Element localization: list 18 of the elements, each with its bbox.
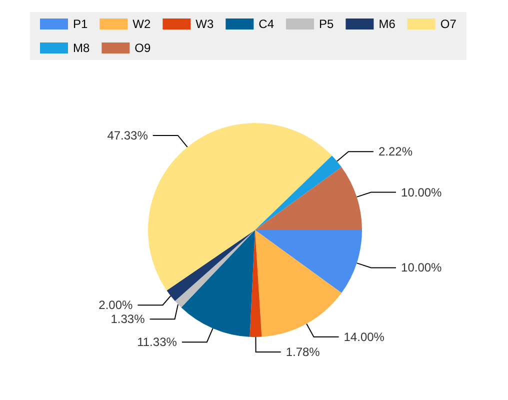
legend-label: P1	[73, 17, 88, 31]
legend-label: W2	[132, 17, 152, 31]
legend-label: C4	[258, 17, 274, 31]
legend-label: O7	[440, 17, 457, 31]
data-label: 10.00%	[401, 260, 442, 275]
data-label: 10.00%	[401, 185, 442, 200]
data-label: 1.78%	[286, 344, 320, 359]
data-label: 2.22%	[378, 144, 413, 159]
legend-label: W3	[196, 17, 214, 31]
data-label: 11.33%	[137, 335, 178, 350]
legend-label: P5	[319, 17, 334, 31]
legend-label: M8	[73, 41, 90, 55]
data-label: 2.00%	[98, 298, 134, 312]
legend-label: M6	[378, 17, 396, 31]
data-label: 14.00%	[344, 330, 385, 344]
data-label: 1.33%	[110, 312, 146, 326]
legend-label: O9	[134, 41, 152, 55]
data-label: 47.33%	[107, 128, 148, 142]
